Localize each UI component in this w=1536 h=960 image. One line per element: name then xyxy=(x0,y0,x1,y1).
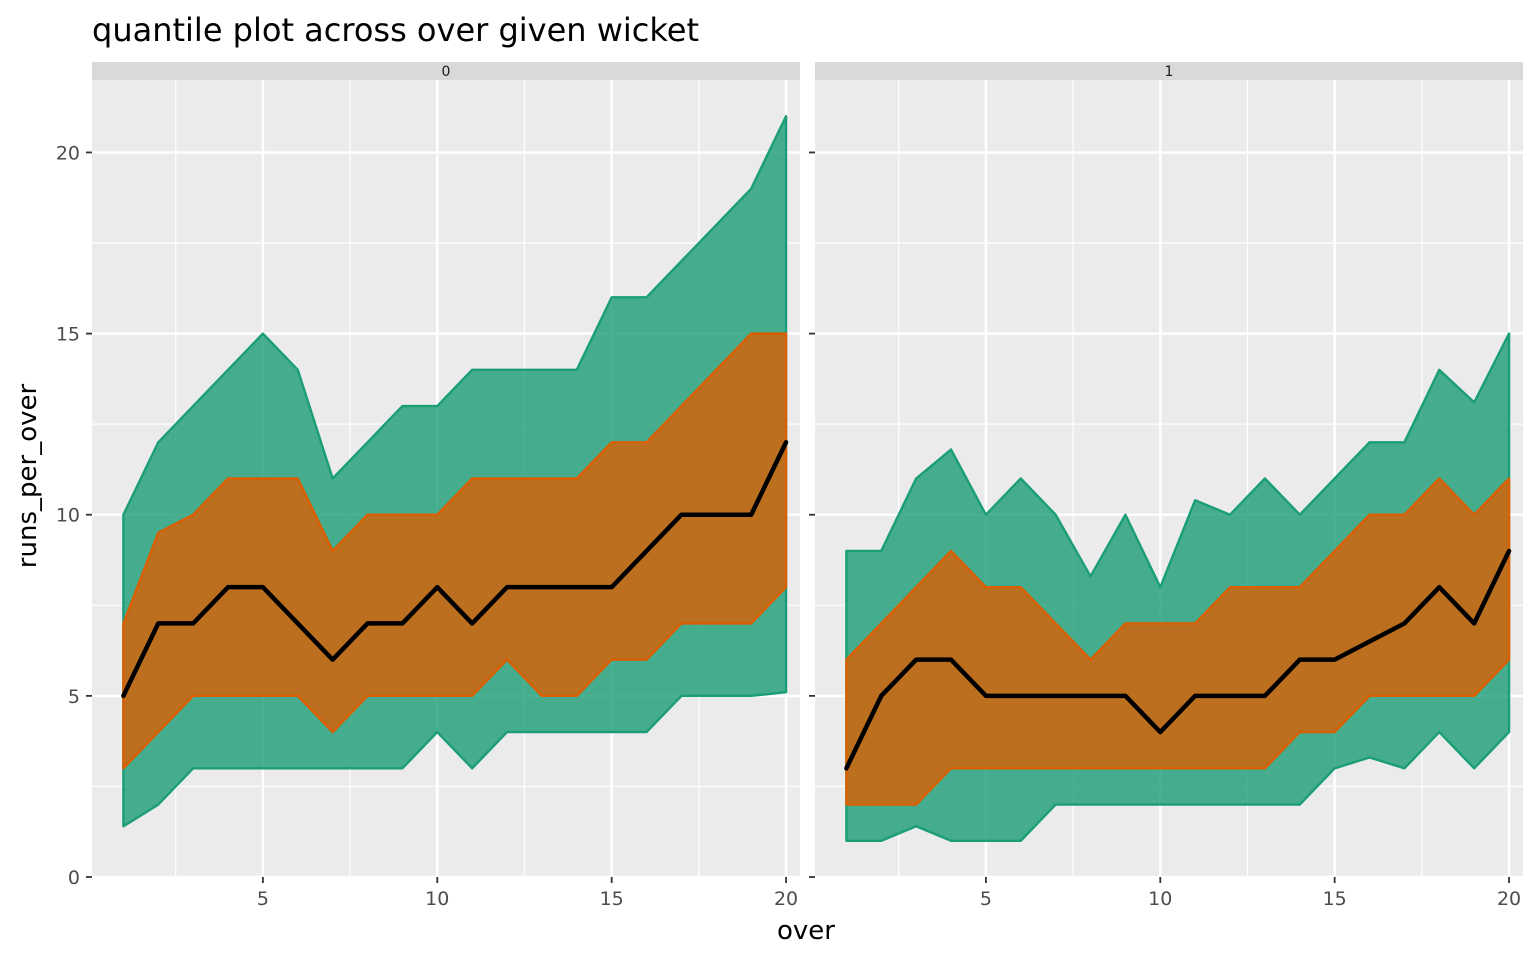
median-line xyxy=(844,548,1512,771)
chart-title: quantile plot across over given wicket xyxy=(92,11,699,49)
x-axis-title: over xyxy=(777,916,835,946)
y-axis-title: runs_per_over xyxy=(13,384,43,569)
inner-quantile-band xyxy=(845,477,1511,806)
median-line xyxy=(121,440,789,699)
x-tick-label: 10 xyxy=(425,888,449,910)
y-tick-label: 0 xyxy=(68,867,80,889)
x-tick-label: 5 xyxy=(980,888,992,910)
facet-strip-label: 1 xyxy=(1165,64,1174,80)
inner-quantile-band xyxy=(122,332,788,770)
y-tick-label: 5 xyxy=(68,686,80,708)
x-tick-label: 15 xyxy=(600,888,624,910)
facet-strip xyxy=(92,62,800,80)
x-tick-label: 10 xyxy=(1148,888,1172,910)
y-tick-label: 20 xyxy=(56,142,80,164)
facet-panel-1: 15 10 15 20 xyxy=(809,62,1523,910)
facet-panel-0: 0 5 10 15 20 0 5 10 15 20 xyxy=(56,62,800,910)
x-tick-label: 20 xyxy=(1497,888,1521,910)
y-tick-label: 10 xyxy=(56,505,80,527)
x-tick-label: 20 xyxy=(774,888,798,910)
x-tick-label: 15 xyxy=(1323,888,1347,910)
facet-strip xyxy=(815,62,1523,80)
x-tick-label: 5 xyxy=(257,888,269,910)
facet-strip-label: 0 xyxy=(442,64,451,80)
y-tick-label: 15 xyxy=(56,324,80,346)
